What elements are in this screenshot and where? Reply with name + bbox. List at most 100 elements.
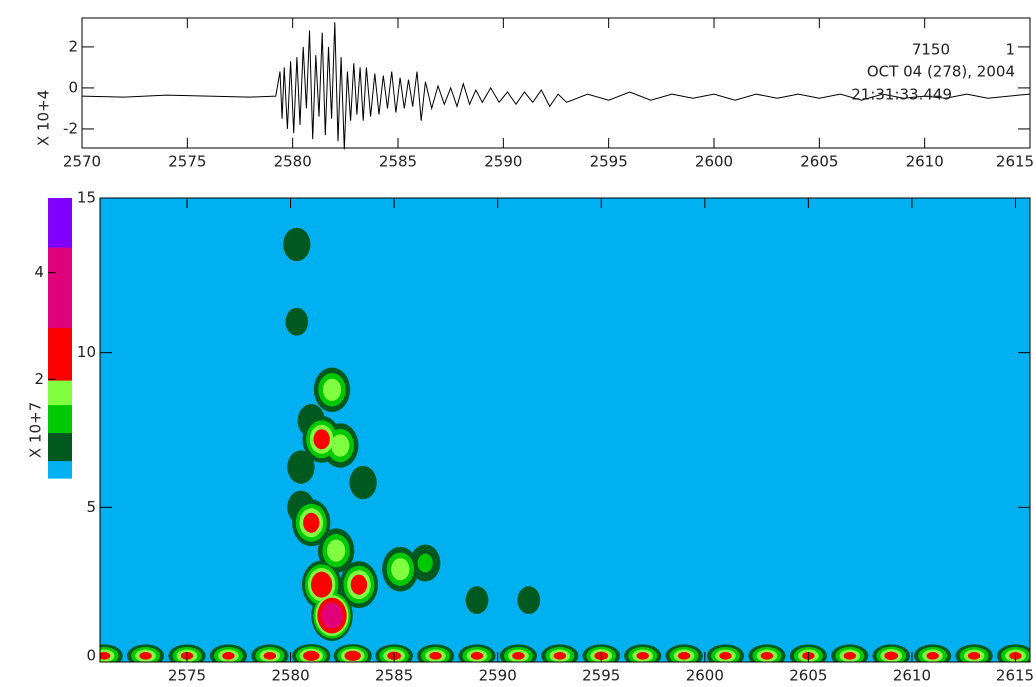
colorbar-step bbox=[48, 418, 72, 423]
colorbar-step bbox=[48, 240, 72, 245]
colorbar-step bbox=[48, 310, 72, 315]
x-tick-label: 2595 bbox=[590, 153, 628, 171]
colorbar-step bbox=[48, 387, 72, 392]
y-tick-label: 10 bbox=[77, 343, 96, 361]
colorbar-step bbox=[48, 317, 72, 322]
x-tick-label: 2590 bbox=[479, 667, 517, 685]
colorbar-step bbox=[48, 243, 72, 248]
spectral-cell bbox=[322, 378, 342, 401]
colorbar-step bbox=[48, 208, 72, 213]
background bbox=[100, 198, 1030, 662]
colorbar-step bbox=[48, 289, 72, 294]
y-tick-label: 15 bbox=[77, 189, 96, 207]
colorbar-step bbox=[48, 411, 72, 416]
spectral-cell bbox=[303, 512, 320, 533]
spectral-cell bbox=[283, 227, 311, 262]
colorbar-step bbox=[48, 275, 72, 280]
x-tick-label: 2610 bbox=[906, 153, 944, 171]
x-tick-label: 2580 bbox=[271, 667, 309, 685]
spectral-cell bbox=[263, 652, 277, 660]
spectral-cell bbox=[760, 652, 774, 660]
x-tick-label: 2575 bbox=[168, 153, 206, 171]
colorbar-step bbox=[48, 422, 72, 427]
annotation: OCT 04 (278), 2004 bbox=[867, 63, 1015, 81]
x-tick-label: 2595 bbox=[582, 667, 620, 685]
colorbar-step bbox=[48, 352, 72, 357]
colorbar-step bbox=[48, 443, 72, 448]
colorbar-step bbox=[48, 292, 72, 297]
colorbar-step bbox=[48, 247, 72, 252]
spectral-cell bbox=[287, 450, 315, 484]
x-tick-label: 2615 bbox=[996, 667, 1034, 685]
colorbar-step bbox=[48, 380, 72, 385]
x-tick-label: 2585 bbox=[379, 153, 417, 171]
colorbar-step bbox=[48, 432, 72, 437]
colorbar-step bbox=[48, 394, 72, 399]
colorbar-step bbox=[48, 467, 72, 472]
colorbar-step bbox=[48, 348, 72, 353]
spectral-cell bbox=[321, 602, 343, 629]
spectral-cell bbox=[465, 586, 489, 615]
colorbar-step bbox=[48, 369, 72, 374]
annotation: 1 bbox=[1005, 41, 1015, 59]
spectral-cell bbox=[350, 574, 368, 595]
colorbar-step bbox=[48, 383, 72, 388]
colorbar-step bbox=[48, 303, 72, 308]
waveform bbox=[81, 22, 1031, 150]
colorbar-step bbox=[48, 425, 72, 430]
spectral-cell bbox=[327, 539, 346, 562]
colorbar-step bbox=[48, 219, 72, 224]
spectral-cell bbox=[517, 586, 541, 615]
colorbar-step bbox=[48, 268, 72, 273]
colorbar-step bbox=[48, 334, 72, 339]
x-tick-label: 2600 bbox=[686, 667, 724, 685]
colorbar-step bbox=[48, 338, 72, 343]
spectral-cell bbox=[391, 558, 410, 581]
colorbar-step bbox=[48, 450, 72, 455]
colorbar-step bbox=[48, 408, 72, 413]
plot-frame bbox=[81, 17, 1031, 149]
y-axis-label: X 10+4 bbox=[35, 90, 53, 146]
colorbar-step bbox=[48, 345, 72, 350]
colorbar-step bbox=[48, 226, 72, 231]
colorbar-step bbox=[48, 250, 72, 255]
colorbar-step bbox=[48, 401, 72, 406]
x-tick-label: 2605 bbox=[800, 153, 838, 171]
x-tick-label: 2605 bbox=[789, 667, 827, 685]
colorbar-step bbox=[48, 254, 72, 259]
colorbar-step bbox=[48, 264, 72, 269]
colorbar-step bbox=[48, 271, 72, 276]
colorbar-step bbox=[48, 320, 72, 325]
x-tick-label: 2575 bbox=[168, 667, 206, 685]
annotation: 21:31:33.449 bbox=[851, 86, 952, 104]
y-tick-label: 5 bbox=[86, 498, 96, 516]
spectral-cell bbox=[139, 652, 152, 660]
colorbar-step bbox=[48, 436, 72, 441]
spectral-cell bbox=[470, 652, 484, 660]
colorbar-step bbox=[48, 471, 72, 476]
x-tick-label: 2590 bbox=[484, 153, 522, 171]
x-tick-label: 2600 bbox=[695, 153, 733, 171]
colorbar-step bbox=[48, 464, 72, 469]
colorbar-step bbox=[48, 373, 72, 378]
spectral-cell bbox=[303, 650, 320, 661]
colorbar-step bbox=[48, 446, 72, 451]
colorbar-step bbox=[48, 257, 72, 262]
colorbar-step bbox=[48, 359, 72, 364]
colorbar-step bbox=[48, 205, 72, 210]
colorbar-step bbox=[48, 390, 72, 395]
colorbar-step bbox=[48, 306, 72, 311]
colorbar-tick-label: 2 bbox=[34, 370, 44, 388]
colorbar-step bbox=[48, 429, 72, 434]
cells bbox=[100, 221, 1030, 662]
colorbar-step bbox=[48, 457, 72, 462]
colorbar-step bbox=[48, 229, 72, 234]
spectral-cell bbox=[926, 652, 939, 660]
colorbar-step bbox=[48, 282, 72, 287]
colorbar-step bbox=[48, 215, 72, 220]
colorbar-step bbox=[48, 324, 72, 329]
colorbar-step bbox=[48, 236, 72, 241]
colorbar-step bbox=[48, 201, 72, 206]
colorbar-step bbox=[48, 404, 72, 409]
colorbar-step bbox=[48, 362, 72, 367]
